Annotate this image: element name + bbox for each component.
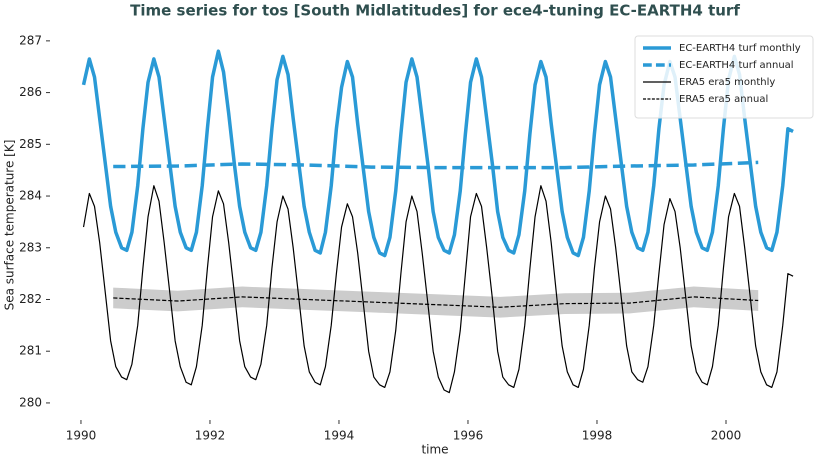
y-tick-label: 282 bbox=[19, 292, 42, 306]
chart-title: Time series for tos [South Midlatitudes]… bbox=[130, 2, 740, 20]
x-tick-label: 1998 bbox=[582, 429, 613, 443]
series-line bbox=[82, 185, 794, 394]
legend-label: ERA5 era5 monthly bbox=[679, 77, 775, 88]
legend-label: ERA5 era5 annual bbox=[679, 94, 768, 105]
y-tick-label: 281 bbox=[19, 344, 42, 358]
legend-label: EC-EARTH4 turf annual bbox=[679, 60, 794, 71]
x-tick-label: 2000 bbox=[711, 429, 742, 443]
x-tick-label: 1994 bbox=[324, 429, 355, 443]
y-tick-label: 285 bbox=[19, 137, 42, 151]
y-tick-label: 284 bbox=[19, 189, 42, 203]
series-line bbox=[113, 160, 759, 170]
y-axis-label: Sea surface temperature [K] bbox=[3, 140, 17, 311]
y-tick-label: 287 bbox=[19, 33, 42, 47]
legend: EC-EARTH4 turf monthly EC-EARTH4 turf ann… bbox=[634, 35, 814, 119]
series-line bbox=[113, 296, 759, 308]
x-tick-label: 1990 bbox=[66, 429, 97, 443]
x-tick-label: 1992 bbox=[195, 429, 226, 443]
x-tick-label: 1996 bbox=[453, 429, 484, 443]
legend-label: EC-EARTH4 turf monthly bbox=[679, 43, 801, 54]
y-tick-label: 283 bbox=[19, 240, 42, 254]
legend-box bbox=[634, 35, 814, 119]
x-axis-label: time bbox=[421, 443, 448, 457]
y-tick-label: 286 bbox=[19, 85, 42, 99]
std-band bbox=[113, 286, 759, 318]
y-tick-label: 280 bbox=[19, 395, 42, 409]
